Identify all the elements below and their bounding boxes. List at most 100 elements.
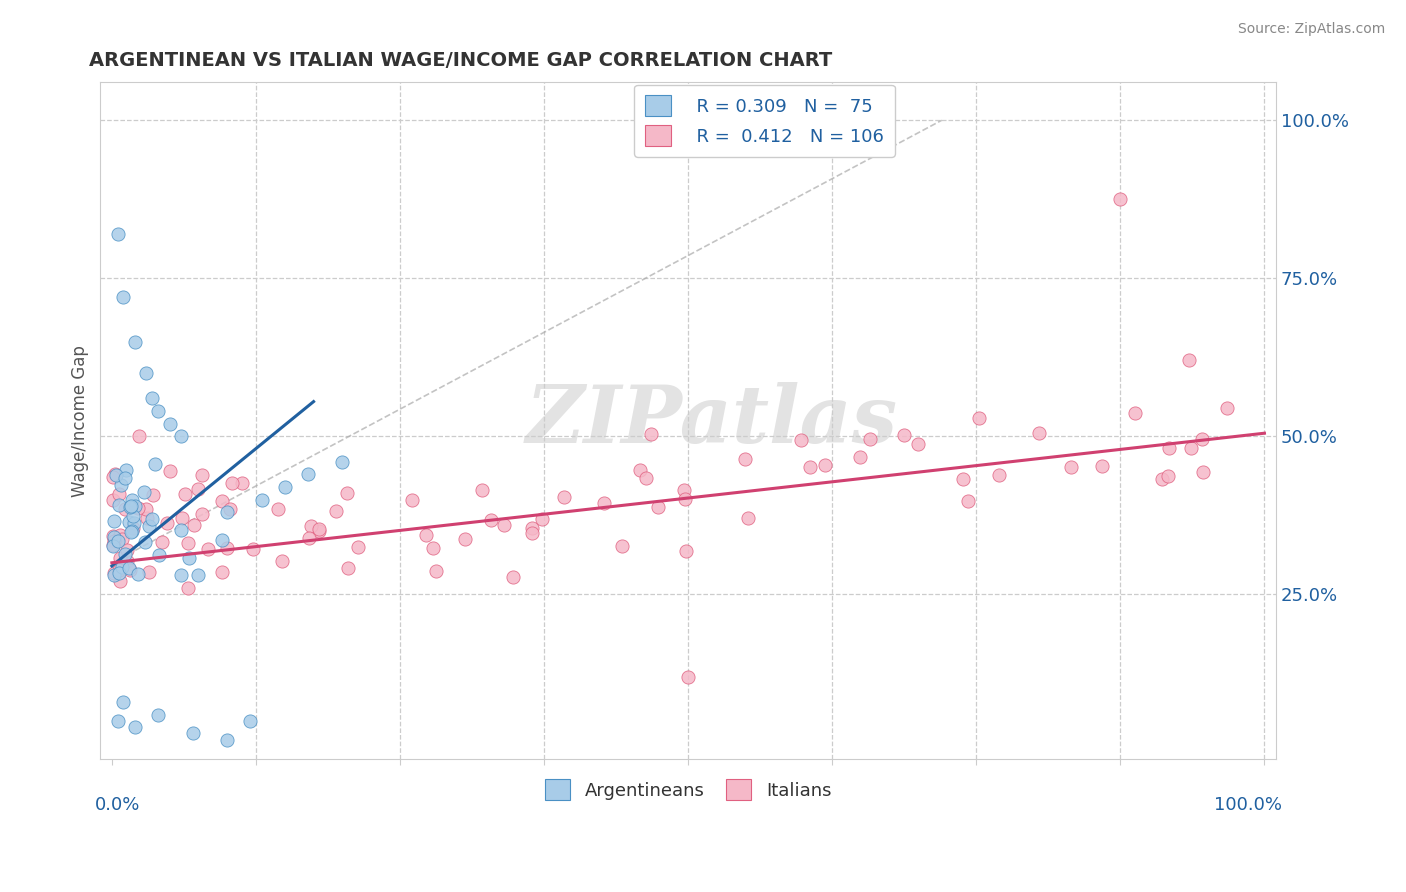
Point [128, 429, 150, 443]
Point [479, 513, 502, 527]
Point [122, 508, 145, 523]
Point [170, 523, 193, 537]
Point [146, 404, 169, 418]
Point [146, 707, 169, 722]
Point [174, 486, 197, 500]
Point [177, 536, 200, 550]
Point [181, 726, 204, 740]
Point [676, 670, 699, 684]
Point [672, 483, 695, 497]
Point [177, 581, 200, 595]
Point [111, 533, 134, 547]
Point [156, 516, 179, 531]
Point [530, 511, 553, 525]
Point [1178, 353, 1201, 368]
Point [454, 532, 477, 546]
Point [103, 566, 125, 580]
Point [893, 427, 915, 442]
Point [1216, 401, 1239, 416]
Point [1060, 460, 1083, 475]
Point [347, 540, 370, 554]
Point [120, 525, 142, 540]
Point [103, 530, 125, 544]
Point [967, 411, 990, 425]
Point [101, 538, 124, 552]
Point [1091, 459, 1114, 474]
Point [150, 534, 173, 549]
Point [122, 516, 145, 530]
Point [117, 515, 139, 529]
Point [121, 493, 143, 508]
Point [101, 470, 124, 484]
Point [114, 501, 136, 516]
Point [108, 563, 131, 577]
Point [239, 714, 262, 728]
Point [1191, 466, 1213, 480]
Point [107, 714, 129, 728]
Point [553, 490, 575, 504]
Point [849, 450, 872, 464]
Point [640, 426, 662, 441]
Point [108, 498, 131, 512]
Point [221, 476, 243, 491]
Point [114, 547, 136, 561]
Point [471, 483, 494, 497]
Point [118, 500, 141, 514]
Point [107, 566, 129, 581]
Text: Source: ZipAtlas.com: Source: ZipAtlas.com [1237, 22, 1385, 37]
Point [332, 455, 354, 469]
Point [647, 500, 669, 514]
Point [859, 432, 882, 446]
Point [103, 529, 125, 543]
Point [217, 505, 239, 519]
Point [124, 334, 146, 349]
Point [159, 464, 181, 478]
Point [114, 471, 136, 485]
Point [108, 574, 131, 588]
Text: 0.0%: 0.0% [94, 796, 139, 814]
Point [217, 732, 239, 747]
Point [957, 494, 980, 508]
Point [118, 561, 141, 575]
Point [191, 508, 214, 522]
Point [187, 568, 209, 582]
Point [734, 451, 756, 466]
Point [1157, 441, 1180, 455]
Point [107, 487, 129, 501]
Point [134, 534, 156, 549]
Point [271, 553, 294, 567]
Point [297, 467, 319, 482]
Point [141, 392, 163, 406]
Point [907, 437, 929, 451]
Point [952, 472, 974, 486]
Point [141, 512, 163, 526]
Point [183, 517, 205, 532]
Point [127, 501, 149, 516]
Point [274, 480, 297, 494]
Point [814, 458, 837, 472]
Point [1123, 406, 1146, 420]
Y-axis label: Wage/Income Gap: Wage/Income Gap [72, 344, 89, 497]
Point [101, 492, 124, 507]
Point [103, 514, 125, 528]
Point [103, 534, 125, 549]
Point [132, 484, 155, 499]
Point [425, 564, 447, 578]
Point [308, 524, 330, 539]
Point [494, 518, 516, 533]
Point [415, 527, 437, 541]
Point [401, 492, 423, 507]
Point [1028, 425, 1050, 440]
Point [336, 485, 359, 500]
Point [112, 290, 135, 304]
Point [301, 519, 323, 533]
Point [172, 511, 194, 525]
Point [110, 528, 132, 542]
Point [520, 526, 543, 541]
Point [987, 468, 1010, 483]
Point [135, 501, 157, 516]
Point [242, 541, 264, 556]
Point [124, 500, 146, 514]
Text: ZIPatlas: ZIPatlas [526, 382, 897, 459]
Point [170, 429, 193, 443]
